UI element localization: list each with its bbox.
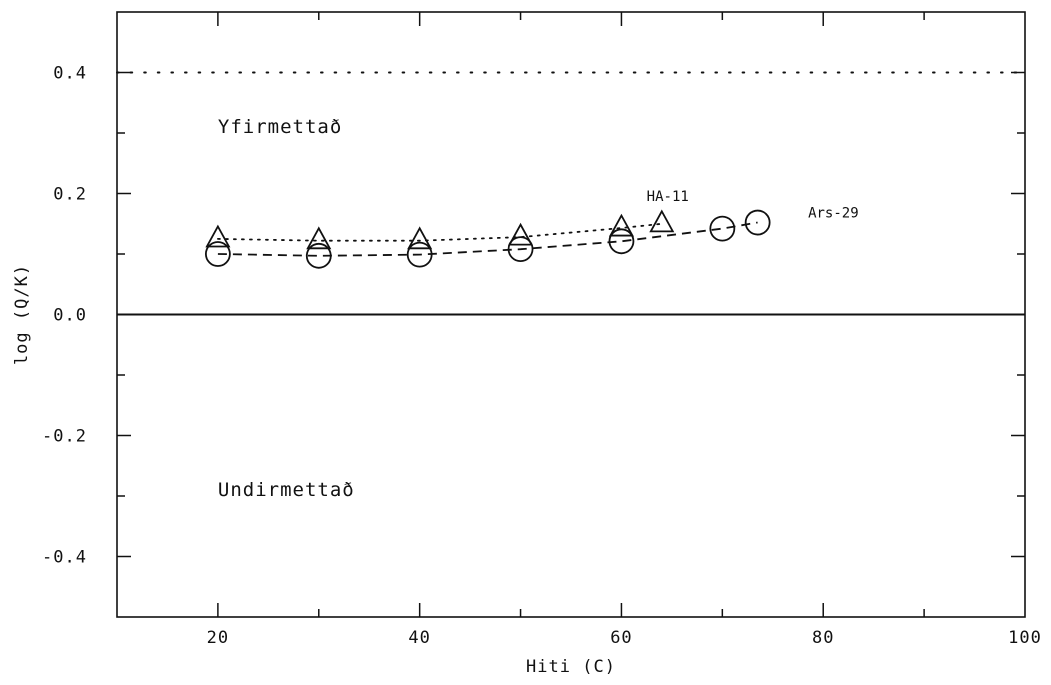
reference-lines [116, 71, 1026, 316]
y-tick-label: -0.4 [42, 548, 87, 568]
y-tick-label: -0.2 [42, 427, 87, 447]
marker-circle-ars-29 [608, 228, 635, 255]
marker-circle-ars-29 [507, 236, 534, 263]
data-markers [204, 209, 771, 269]
series-line-ars-29 [217, 221, 758, 257]
x-tick-label: 60 [610, 628, 632, 648]
axis-ticks [117, 12, 1025, 617]
y-tick-label: 0.0 [53, 306, 87, 326]
marker-triangle-ha-11 [407, 226, 433, 250]
x-tick-label: 20 [207, 628, 229, 648]
annotation-supersaturated: Yfirmettað [218, 116, 342, 138]
marker-triangle-ha-11 [508, 222, 534, 246]
marker-circle-ars-29 [406, 241, 433, 268]
x-tick-label: 80 [812, 628, 834, 648]
marker-circle-ars-29 [709, 215, 736, 242]
tick-labels: 20 40 60 80 100 0.4 0.2 0.0 -0.2 -0.4 [42, 64, 1042, 649]
marker-triangle-ha-11 [205, 224, 231, 248]
series-lines [216, 221, 758, 257]
series-label-ars-29: Ars-29 [808, 206, 859, 222]
marker-triangle-ha-11 [649, 209, 675, 233]
series-label-ha-11: HA-11 [647, 189, 689, 205]
x-tick-label: 100 [1008, 628, 1042, 648]
y-tick-label: 0.2 [53, 185, 87, 205]
series-line-ha-11 [216, 222, 663, 242]
annotation-undersaturated: Undirmettað [218, 479, 355, 501]
x-tick-label: 40 [408, 628, 430, 648]
marker-circle-ars-29 [204, 241, 231, 267]
marker-circle-ars-29 [305, 242, 332, 269]
x-axis-title: Hiti (C) [526, 657, 616, 677]
marker-triangle-ha-11 [608, 213, 634, 237]
y-tick-label: 0.4 [53, 64, 87, 84]
marker-triangle-ha-11 [306, 226, 332, 250]
y-axis-title: log (Q/K) [12, 264, 32, 365]
marker-circle-ars-29 [744, 209, 771, 236]
